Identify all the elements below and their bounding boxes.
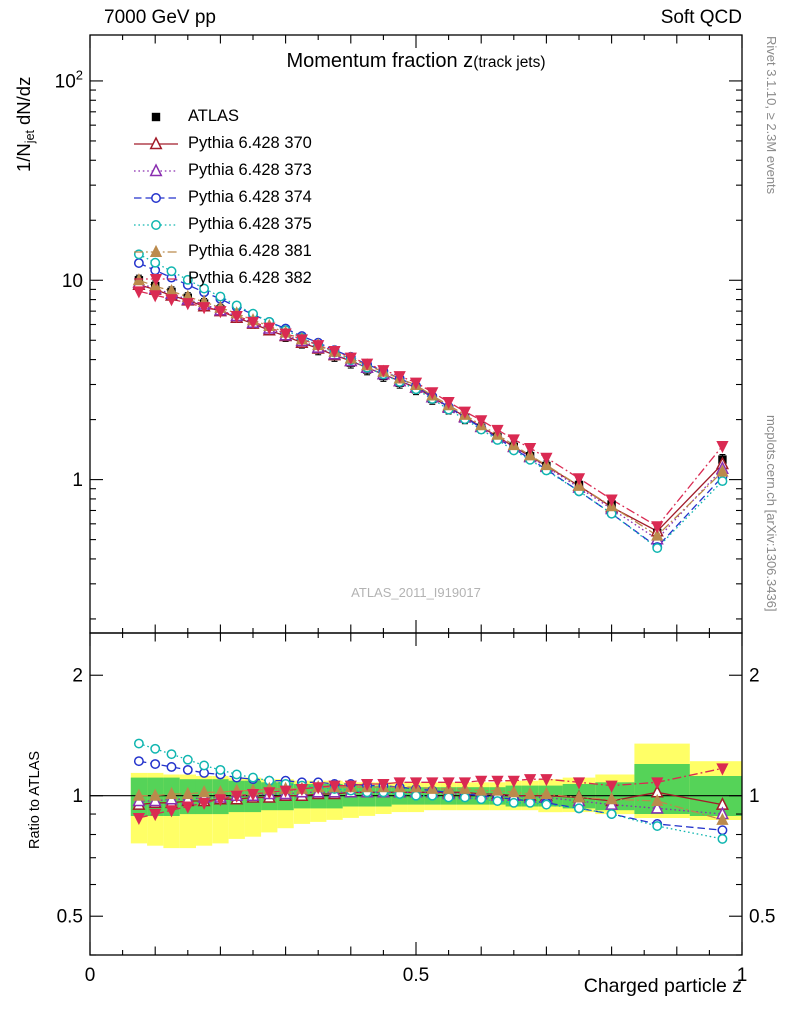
legend-label: Pythia 6.428 373 — [188, 161, 312, 179]
legend-item-5: Pythia 6.428 381 — [133, 238, 312, 265]
legend-line-marker-icon — [134, 135, 178, 149]
analysis-id-watermark: ATLAS_2011_I919017 — [351, 585, 481, 600]
rivet-version-note: Rivet 3.1.10, ≥ 2.3M events — [764, 36, 779, 195]
svg-text:0: 0 — [85, 965, 96, 986]
legend-item-1: Pythia 6.428 370 — [133, 130, 312, 157]
legend-item-4: Pythia 6.428 375 — [133, 211, 312, 238]
legend-label: ATLAS — [188, 107, 240, 125]
legend-label: Pythia 6.428 375 — [188, 215, 312, 233]
legend-line-marker-icon — [134, 192, 178, 203]
legend-line-marker-icon — [134, 162, 178, 176]
svg-text:2: 2 — [749, 666, 760, 687]
svg-text:0.5: 0.5 — [57, 907, 83, 928]
svg-text:1: 1 — [72, 470, 83, 491]
ylabel-prefix: 1/N — [13, 143, 34, 172]
legend-item-6: Pythia 6.428 382 — [133, 265, 312, 292]
legend-line-marker-icon — [134, 244, 178, 257]
ylabel-suffix: dN/dz — [13, 76, 34, 125]
legend-square-icon — [151, 112, 161, 121]
svg-text:0.5: 0.5 — [749, 907, 775, 928]
svg-text:10: 10 — [62, 271, 83, 292]
beam-info-label: 7000 GeV pp — [104, 7, 216, 28]
legend-item-3: Pythia 6.428 374 — [133, 184, 312, 211]
plot-title: Momentum fraction z(track jets) — [90, 50, 742, 73]
x-axis-label: Charged particle z — [583, 975, 742, 997]
svg-text:2: 2 — [72, 666, 83, 687]
legend-label: Pythia 6.428 381 — [188, 242, 312, 260]
svg-text:1: 1 — [72, 786, 83, 807]
main-y-axis-label: 1/Njet dN/dz — [13, 77, 37, 172]
mcplots-reference-note: mcplots.cern.ch [arXiv:1306.3436] — [764, 415, 779, 612]
legend-line-marker-icon — [134, 219, 178, 230]
svg-text:0.5: 0.5 — [403, 965, 429, 986]
legend-label: Pythia 6.428 374 — [188, 188, 312, 206]
legend-item-0: ATLAS — [133, 103, 312, 130]
ylabel-subscript: jet — [23, 130, 37, 144]
svg-text:1: 1 — [749, 786, 760, 807]
plot-title-parenthetical: (track jets) — [473, 54, 546, 71]
legend-label: Pythia 6.428 382 — [188, 269, 312, 287]
svg-text:102: 102 — [55, 67, 83, 92]
svg-text:1: 1 — [737, 965, 748, 986]
legend-label: Pythia 6.428 370 — [188, 134, 312, 152]
legend-item-2: Pythia 6.428 373 — [133, 157, 312, 184]
ratio-y-axis-label: Ratio to ATLAS — [27, 750, 43, 849]
legend: ATLAS Pythia 6.428 370 Pythia 6.428 373 Pyt… — [133, 103, 312, 292]
process-group-label: Soft QCD — [660, 7, 742, 28]
plot-title-main: Momentum fraction z — [286, 50, 474, 72]
legend-line-marker-icon — [134, 273, 178, 286]
